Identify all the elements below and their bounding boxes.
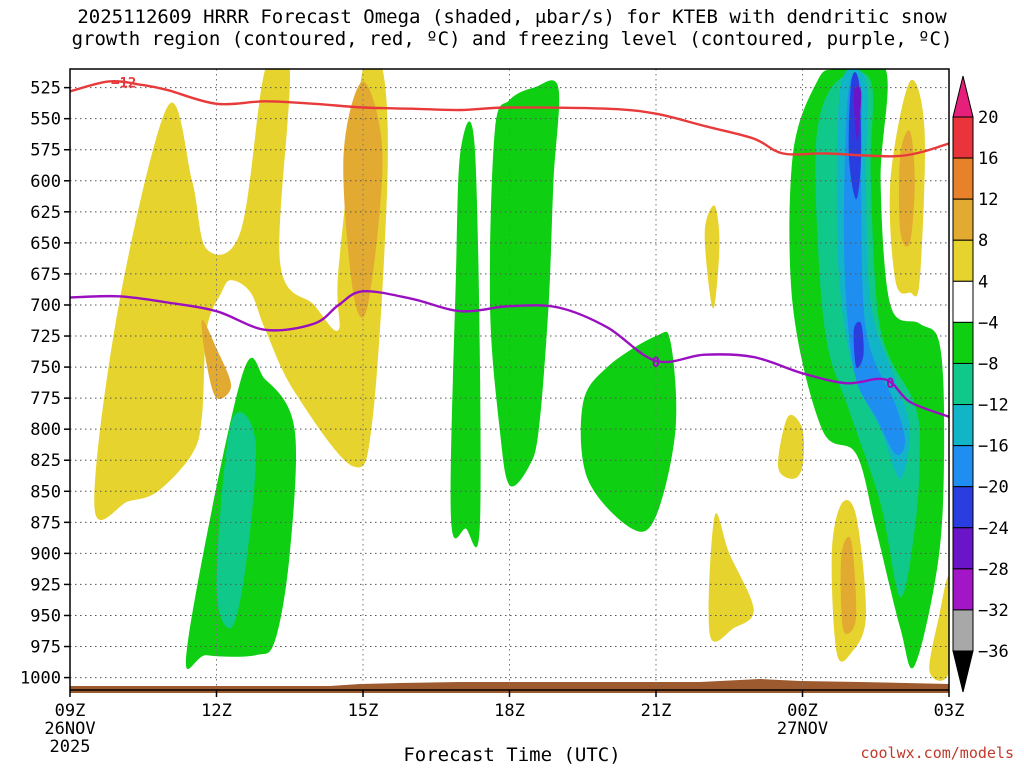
colorbar-bin-5 [952, 280, 974, 323]
x-axis-title: Forecast Time (UTC) [403, 744, 621, 766]
contour-labels: −12 0 0 [111, 76, 895, 393]
colorbar-label-5: 4 [978, 272, 988, 292]
y-tick-label-600: 600 [30, 172, 61, 192]
x-tick-label-09Z: 09Z [55, 701, 86, 721]
colorbar-bin-7 [952, 362, 974, 406]
omega-region-9 [704, 205, 720, 309]
y-tick-label-725: 725 [30, 327, 61, 347]
contour-label-3: 0 [886, 376, 894, 392]
colorbar-label-11: −24 [978, 519, 1009, 539]
y-tick-label-850: 850 [30, 482, 61, 502]
colorbar-label-14: −36 [978, 642, 1009, 662]
y-tick-label-525: 525 [30, 79, 61, 99]
omega-region-16 [929, 576, 949, 681]
y-tick-label-925: 925 [30, 575, 61, 595]
contour-label-2: 0 [652, 355, 660, 371]
y-tick-label-825: 825 [30, 451, 61, 471]
y-tick-label-950: 950 [30, 606, 61, 626]
colorbar-label-1: 20 [978, 108, 998, 128]
colorbar-bin-1 [952, 116, 974, 159]
y-tick-label-700: 700 [30, 296, 61, 316]
y-tick-label-550: 550 [30, 110, 61, 130]
freezing-level-contour-line [70, 290, 949, 418]
omega-region-5 [216, 411, 257, 629]
x-tick-sublabel-09Z-2: 2025 [50, 737, 91, 757]
colorbar-label-6: −4 [978, 313, 998, 333]
colorbar-label-10: −20 [978, 478, 1009, 498]
colorbar-label-4: 8 [978, 231, 988, 251]
colorbar-bin-13 [952, 609, 974, 652]
chart-title-line-2: growth region (contoured, red, ºC) and f… [71, 28, 953, 50]
omega-region-10 [708, 513, 754, 642]
x-tick-label-03Z: 03Z [934, 701, 965, 721]
colorbar: 20 16 12 8 4 −4 −8 −12 −16 −20 −24 −28 −32 −36 [952, 75, 1009, 693]
pressure-axis: 525 550 575 600 625 650 675 700 725 750 775 800 825 8… [20, 79, 70, 689]
colorbar-label-2: 16 [978, 149, 998, 169]
chart-title-line-1: 2025112609 HRRR Forecast Omega (shaded, … [77, 6, 947, 28]
x-tick-label-18Z: 18Z [494, 701, 525, 721]
colorbar-label-8: −12 [978, 396, 1009, 416]
colorbar-bin-8 [952, 404, 974, 447]
y-tick-label-1000: 1000 [20, 669, 61, 689]
colorbar-label-13: −32 [978, 601, 1009, 621]
y-tick-label-575: 575 [30, 141, 61, 161]
omega-region-8 [580, 331, 677, 532]
x-tick-label-15Z: 15Z [348, 701, 379, 721]
omega-region-23 [853, 85, 862, 141]
omega-region-15 [840, 536, 857, 635]
y-tick-label-975: 975 [30, 638, 61, 658]
colorbar-label-12: −28 [978, 560, 1009, 580]
omega-region-6 [450, 121, 481, 548]
omega-region-7 [489, 80, 560, 487]
omega-region-13 [898, 130, 915, 247]
colorbar-bin-11 [952, 527, 974, 570]
omega-region-1 [94, 69, 388, 521]
omega-shading [94, 69, 949, 681]
y-tick-label-625: 625 [30, 203, 61, 223]
colorbar-bin-4 [952, 239, 974, 282]
x-tick-label-12Z: 12Z [201, 701, 232, 721]
colorbar-label-9: −16 [978, 437, 1009, 457]
contour-label-1: −12 [111, 76, 136, 92]
colorbar-bin-2 [952, 157, 974, 200]
y-tick-label-750: 750 [30, 358, 61, 378]
y-tick-label-775: 775 [30, 389, 61, 409]
colorbar-top-arrow [952, 75, 974, 118]
colorbar-label-3: 12 [978, 190, 998, 210]
y-tick-label-900: 900 [30, 544, 61, 564]
colorbar-bottom-arrow [952, 650, 974, 693]
y-tick-label-800: 800 [30, 420, 61, 440]
site-credit: coolwx.com/models [860, 744, 1014, 762]
x-tick-sublabel-09Z-1: 26NOV [44, 719, 95, 739]
temperature-contours [70, 80, 949, 418]
dendritic-contour-line [70, 80, 949, 158]
colorbar-label-7: −8 [978, 354, 998, 374]
colorbar-bin-10 [952, 486, 974, 529]
omega-region-11 [778, 414, 805, 479]
x-tick-label-00Z: 00Z [787, 701, 818, 721]
colorbar-bin-9 [952, 445, 974, 488]
grid-lines [70, 69, 949, 690]
colorbar-bin-3 [952, 198, 974, 241]
colorbar-bin-12 [952, 568, 974, 611]
y-tick-label-675: 675 [30, 265, 61, 285]
omega-region-22 [853, 321, 864, 369]
chart-title: 2025112609 HRRR Forecast Omega (shaded, … [0, 6, 1024, 50]
x-tick-sublabel-00Z-1: 27NOV [777, 719, 828, 739]
colorbar-bin-6 [952, 321, 974, 364]
y-tick-label-875: 875 [30, 513, 61, 533]
y-tick-label-650: 650 [30, 234, 61, 254]
x-tick-label-21Z: 21Z [641, 701, 672, 721]
